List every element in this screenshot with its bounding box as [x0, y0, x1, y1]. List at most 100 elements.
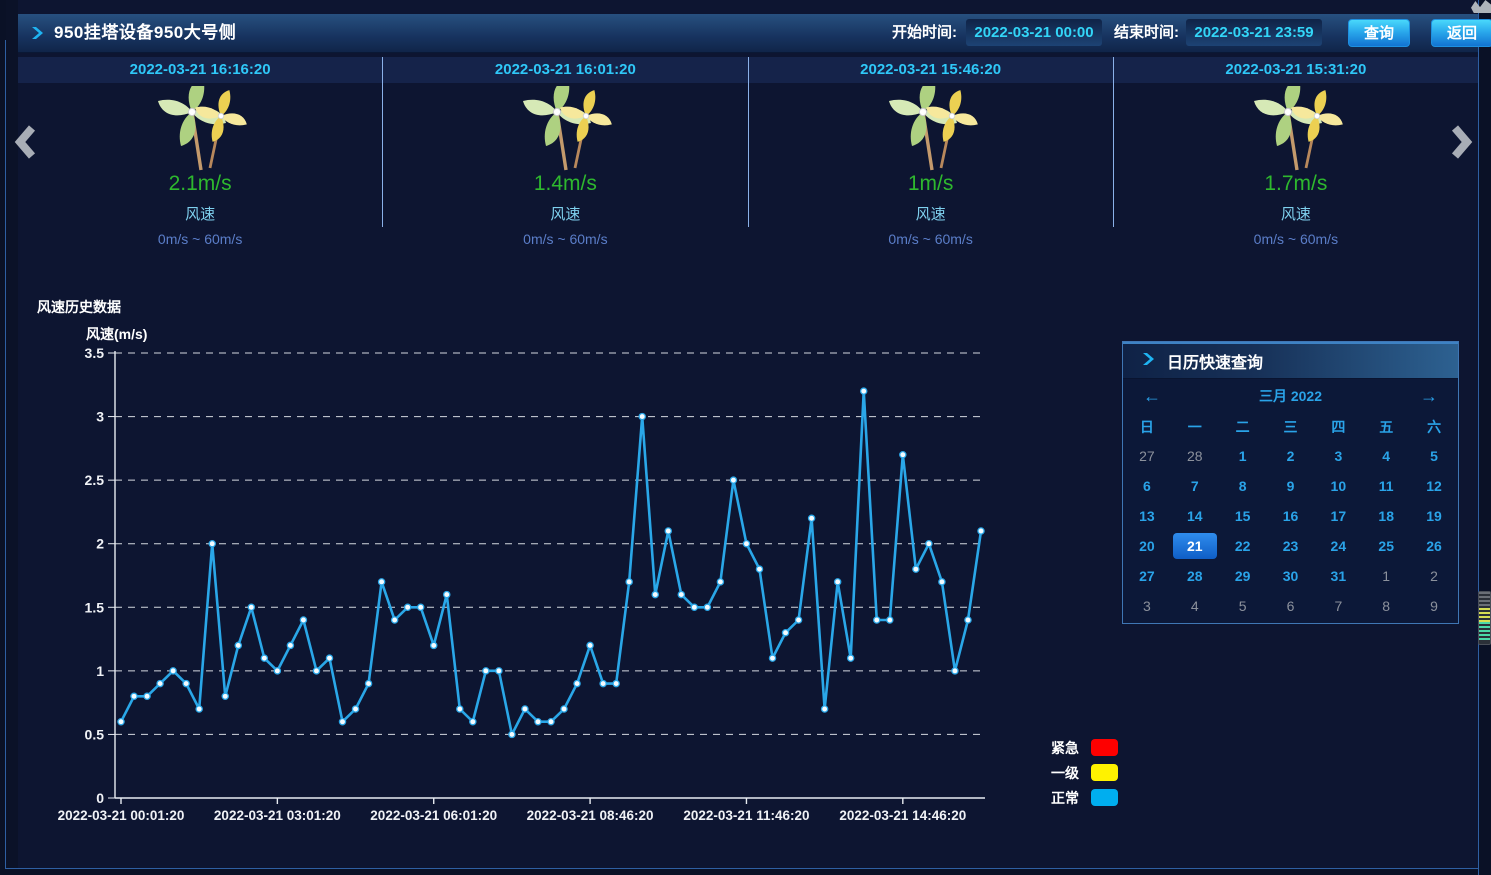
- calendar-day[interactable]: 28: [1186, 448, 1203, 464]
- svg-text:3.5: 3.5: [85, 345, 105, 361]
- arrow-right-icon[interactable]: →: [1419, 386, 1438, 406]
- calendar-day[interactable]: 16: [1282, 508, 1299, 524]
- pinwheel-icon: [383, 78, 747, 172]
- calendar-header: 日历快速查询: [1123, 342, 1458, 379]
- calendar-day[interactable]: 8: [1382, 598, 1391, 614]
- calendar-day-selected[interactable]: 21: [1171, 531, 1219, 561]
- end-time-input[interactable]: 2022-03-21 23:59: [1186, 19, 1322, 46]
- calendar-day[interactable]: 27: [1139, 448, 1155, 464]
- calendar-day[interactable]: 5: [1430, 448, 1438, 464]
- calendar-day[interactable]: 30: [1282, 568, 1299, 584]
- legend-swatch: [1091, 764, 1118, 781]
- readings-carousel: 2022-03-21 16:16:20 2.1m/s 风速 0m/s ~ 60m/s…: [18, 57, 1478, 247]
- wind-speed-label: 风速: [1280, 206, 1311, 223]
- calendar-day[interactable]: 31: [1330, 568, 1347, 584]
- calendar-day[interactable]: 25: [1378, 538, 1394, 554]
- pinwheel-icon: [158, 78, 247, 171]
- svg-text:0.5: 0.5: [85, 726, 105, 742]
- end-time-label: 结束时间:: [1114, 24, 1179, 41]
- arrow-left-icon[interactable]: ←: [1143, 386, 1161, 406]
- calendar-day[interactable]: 9: [1286, 478, 1295, 494]
- chart-section-title: 风速历史数据: [37, 299, 121, 315]
- wind-speed-value: 1m/s: [907, 172, 954, 195]
- calendar-day[interactable]: 6: [1286, 598, 1295, 614]
- calendar-weekday: 日: [1139, 419, 1154, 435]
- calendar-day[interactable]: 17: [1330, 508, 1347, 524]
- query-button[interactable]: 查询: [1348, 19, 1410, 47]
- calendar-day[interactable]: 22: [1234, 538, 1251, 554]
- legend-item: 一级: [1039, 760, 1118, 785]
- calendar-day[interactable]: 1: [1238, 448, 1247, 464]
- calendar-day[interactable]: 24: [1330, 538, 1347, 554]
- calendar-day[interactable]: 5: [1238, 598, 1247, 614]
- calendar-weekday-row: 日一二三四五六: [1123, 413, 1458, 441]
- calendar-day[interactable]: 15: [1234, 508, 1251, 524]
- calendar-day[interactable]: 3: [1334, 448, 1343, 464]
- left-strip: [6, 0, 18, 868]
- calendar-day[interactable]: 13: [1139, 508, 1155, 524]
- pinwheel-icon: [749, 78, 1113, 172]
- calendar-weekday: 三: [1283, 419, 1298, 435]
- legend-item: 正常: [1039, 785, 1118, 810]
- chevron-left-icon[interactable]: [14, 124, 36, 165]
- calendar-day[interactable]: 6: [1143, 478, 1151, 494]
- calendar-day[interactable]: 18: [1378, 508, 1394, 524]
- pinwheel-icon: [888, 78, 978, 171]
- start-time-input[interactable]: 2022-03-21 00:00: [966, 19, 1102, 46]
- calendar-day[interactable]: 4: [1190, 598, 1199, 614]
- calendar-title: 日历快速查询: [1167, 355, 1264, 372]
- calendar-day[interactable]: 20: [1139, 538, 1155, 554]
- wind-speed-value: 2.1m/s: [168, 172, 232, 195]
- calendar-day[interactable]: 23: [1282, 538, 1299, 554]
- calendar-day[interactable]: 7: [1334, 598, 1343, 614]
- legend-swatch: [1091, 739, 1118, 756]
- calendar-day[interactable]: 26: [1426, 538, 1442, 554]
- calendar-weekday: 一: [1187, 419, 1202, 435]
- calendar-day[interactable]: 10: [1330, 478, 1347, 494]
- calendar-panel: 日历快速查询 ← 三月 2022 → 日一二三四五六 27 28 1 2 3 4 5 6 7 8 9…: [1122, 341, 1459, 624]
- wind-speed-label: 风速: [185, 206, 216, 223]
- pinwheel-icon: [1253, 78, 1343, 171]
- calendar-day[interactable]: 3: [1143, 598, 1151, 614]
- card-timestamp: 2022-03-21 16:16:20: [18, 57, 383, 83]
- pinwheel-icon: [1114, 78, 1478, 172]
- calendar-day[interactable]: 4: [1382, 448, 1391, 464]
- calendar-day[interactable]: 28: [1186, 568, 1203, 584]
- pinwheel-icon: [18, 78, 382, 172]
- chevron-right-icon: [1141, 351, 1157, 372]
- calendar-day[interactable]: 2: [1430, 568, 1438, 584]
- svg-text:2022-03-21 11:46:20: 2022-03-21 11:46:20: [683, 808, 809, 823]
- svg-text:2022-03-21 00:01:20: 2022-03-21 00:01:20: [58, 808, 185, 823]
- calendar-weekday: 五: [1379, 419, 1394, 435]
- card-timestamp: 2022-03-21 15:31:20: [1113, 57, 1478, 83]
- calendar-day[interactable]: 8: [1238, 478, 1247, 494]
- calendar-day-grid: 27 28 1 2 3 4 5 6 7 8 9 10 11 12 13 14 15 16 17 18 19 20 21 22 2…: [1123, 441, 1458, 621]
- wind-speed-range: 0m/s ~ 60m/s: [523, 231, 608, 247]
- calendar-day[interactable]: 19: [1426, 508, 1442, 524]
- calendar-day[interactable]: 14: [1186, 508, 1203, 524]
- scrollbar-thumb[interactable]: [1478, 591, 1491, 645]
- wind-reading-card: 2022-03-21 16:01:20 1.4m/s 风速 0m/s ~ 60m/s: [383, 57, 749, 247]
- wind-speed-range: 0m/s ~ 60m/s: [888, 231, 973, 247]
- chevron-right-icon: [30, 25, 46, 46]
- calendar-day[interactable]: 9: [1430, 598, 1438, 614]
- chevron-right-icon[interactable]: [1451, 124, 1473, 165]
- svg-text:2: 2: [96, 536, 104, 552]
- wind-speed-label: 风速: [550, 206, 581, 223]
- calendar-day[interactable]: 7: [1190, 478, 1199, 494]
- svg-text:2.5: 2.5: [85, 472, 105, 488]
- start-time-label: 开始时间:: [892, 24, 957, 41]
- calendar-day[interactable]: 29: [1234, 568, 1251, 584]
- calendar-weekday: 六: [1427, 419, 1442, 435]
- back-button[interactable]: 返回: [1431, 19, 1491, 47]
- title-bar: 950挂塔设备950大号侧 开始时间: 2022-03-21 00:00 结束时…: [18, 14, 1491, 53]
- wind-reading-card: 2022-03-21 16:16:20 2.1m/s 风速 0m/s ~ 60m/s: [18, 57, 384, 247]
- calendar-month-label: 三月 2022: [1258, 388, 1323, 404]
- svg-text:1.5: 1.5: [85, 599, 105, 615]
- calendar-day[interactable]: 1: [1382, 568, 1391, 584]
- calendar-day[interactable]: 2: [1286, 448, 1295, 464]
- calendar-day[interactable]: 11: [1378, 478, 1394, 494]
- calendar-day[interactable]: 27: [1139, 568, 1155, 584]
- calendar-day[interactable]: 12: [1426, 478, 1442, 494]
